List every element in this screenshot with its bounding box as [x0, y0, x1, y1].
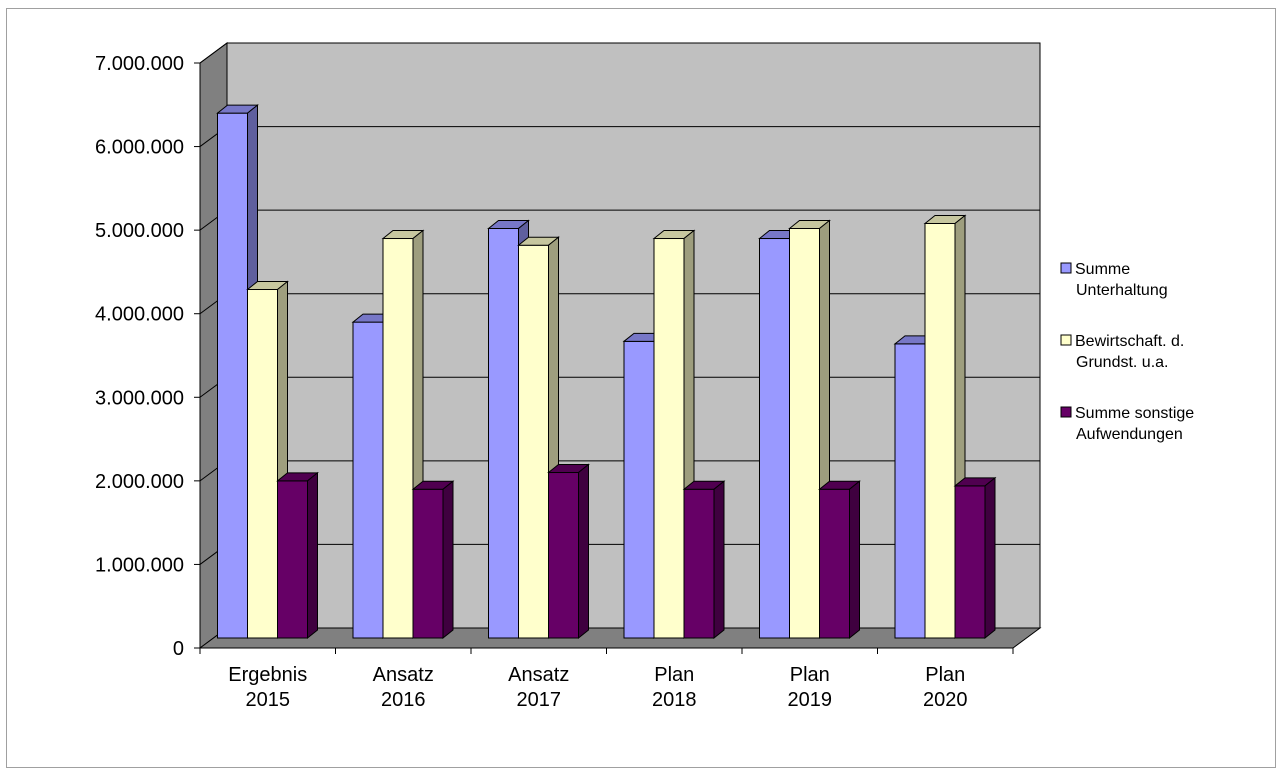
x-tick-label: 2019 — [788, 689, 833, 711]
y-axis-tick-labels: 0 1.000.000 2.000.000 3.000.000 4.000.000 5.0… — [95, 53, 184, 660]
bar-front — [683, 488, 715, 639]
legend-label: Aufwendungen — [1076, 426, 1183, 443]
bar-front — [277, 480, 308, 639]
bar — [953, 476, 997, 640]
bar-side — [442, 480, 454, 640]
x-tick-label: Plan — [925, 664, 965, 686]
y-tick-label: 2.000.000 — [95, 471, 184, 493]
bar-front — [518, 244, 549, 639]
y-tick-label: 7.000.000 — [95, 53, 184, 75]
bar-front — [653, 238, 685, 639]
bar-front — [217, 112, 248, 639]
legend-swatch — [1060, 406, 1072, 418]
y-tick-label: 0 — [173, 638, 184, 660]
bar-front — [247, 289, 278, 639]
y-tick-label: 4.000.000 — [95, 304, 184, 326]
y-tick-label: 5.000.000 — [95, 220, 184, 242]
bar — [411, 480, 455, 640]
x-tick-label: 2018 — [652, 689, 697, 711]
bar — [276, 471, 319, 640]
bar-front — [789, 228, 820, 639]
y-tick-label: 6.000.000 — [95, 137, 184, 159]
x-tick-label: Ansatz — [508, 664, 569, 686]
y-tick-label: 1.000.000 — [95, 554, 184, 576]
bar-side — [307, 471, 318, 640]
bar-side — [984, 476, 996, 640]
gridline-side — [199, 42, 228, 64]
bar-front — [759, 238, 790, 639]
x-tick-label: 2015 — [246, 689, 291, 711]
bar-side — [578, 463, 589, 640]
x-tick-label: 2017 — [517, 689, 562, 711]
legend-label: Unterhaltung — [1076, 282, 1168, 299]
bars — [216, 104, 997, 640]
bar-chart: 0 1.000.000 2.000.000 3.000.000 4.000.000 5.0… — [95, 42, 1194, 711]
legend-label: Grundst. u.a. — [1076, 354, 1169, 371]
bar-front — [894, 343, 926, 639]
bar-front — [382, 238, 414, 639]
legend: Summe Unterhaltung Bewirtschaft. d. Grundst… — [1060, 261, 1194, 443]
bar-side — [849, 480, 860, 640]
x-tick-label: Ergebnis — [228, 664, 307, 686]
bar-side — [713, 480, 725, 640]
x-axis-tick-labels: Ergebnis 2015 Ansatz 2016 Ansatz 2017 Plan 2018… — [228, 664, 967, 711]
x-tick-label: Ansatz — [373, 664, 434, 686]
x-tick-label: Plan — [654, 664, 694, 686]
x-tick-label: 2020 — [923, 689, 968, 711]
x-tick-label: 2016 — [381, 689, 426, 711]
bar — [682, 480, 726, 640]
axes — [194, 62, 1014, 654]
bar-front — [819, 488, 850, 639]
bar-front — [623, 340, 655, 639]
bar-front — [924, 222, 956, 639]
bar-front — [352, 321, 384, 639]
x-tick-label: Plan — [790, 664, 830, 686]
legend-label: Summe sonstige — [1075, 405, 1194, 422]
bar-front — [488, 228, 519, 639]
bar — [547, 463, 590, 640]
legend-swatch — [1060, 334, 1072, 346]
bar — [818, 480, 861, 640]
bar-front — [954, 485, 986, 639]
legend-label: Summe — [1075, 261, 1130, 278]
bar-front — [412, 488, 444, 639]
legend-swatch — [1060, 262, 1072, 274]
legend-label: Bewirtschaft. d. — [1075, 333, 1184, 350]
bar-front — [548, 472, 579, 639]
y-tick-label: 3.000.000 — [95, 387, 184, 409]
